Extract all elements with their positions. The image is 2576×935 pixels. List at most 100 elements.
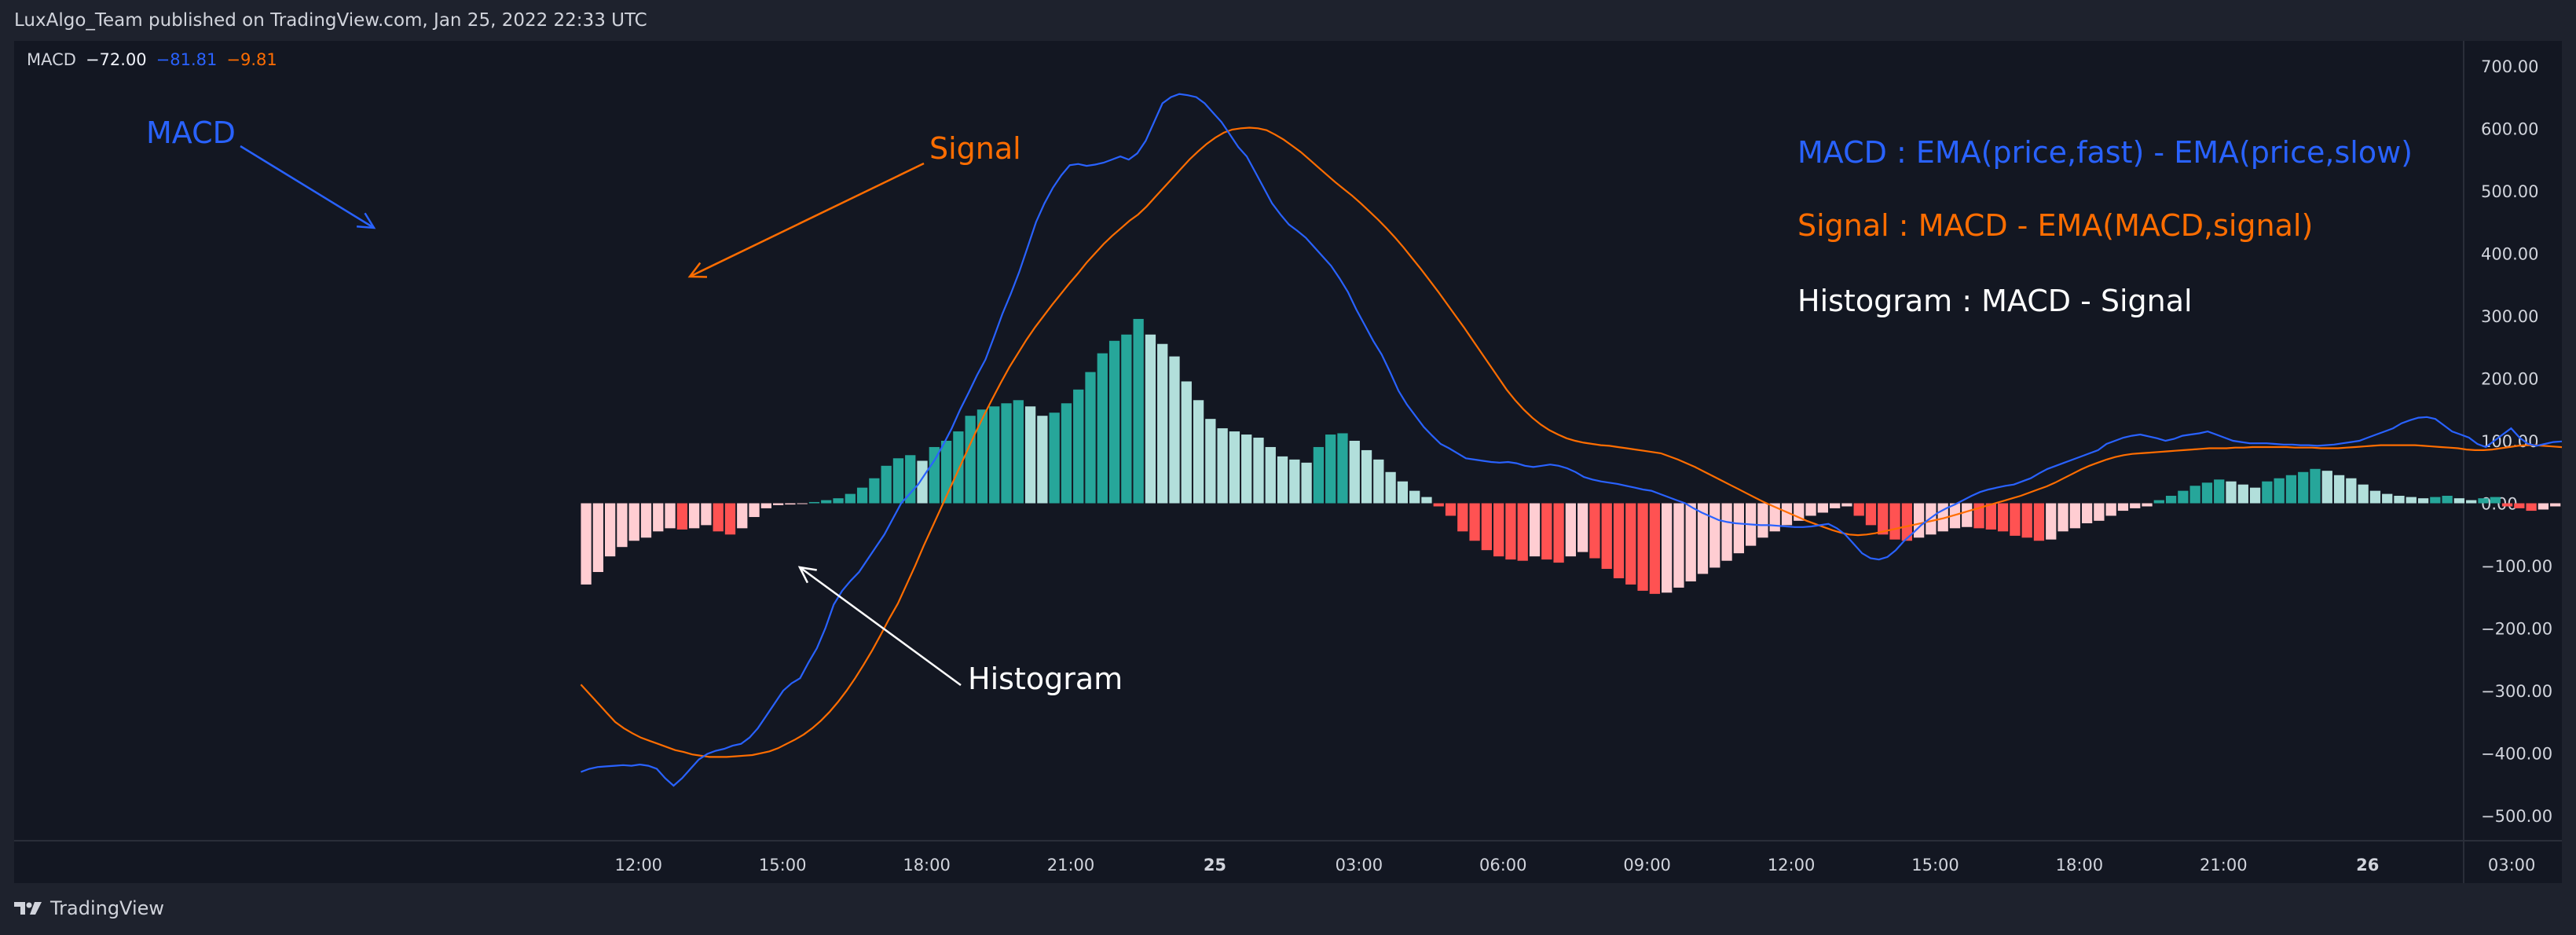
histogram-bar xyxy=(1662,503,1673,593)
histogram-bar xyxy=(1733,503,1744,554)
histogram-bar xyxy=(2298,471,2309,504)
histogram-bar xyxy=(989,406,1000,504)
y-tick-label: −300.00 xyxy=(2481,682,2552,701)
histogram-bar xyxy=(1577,503,1588,552)
histogram-bar xyxy=(1241,434,1252,504)
histogram-bar xyxy=(2406,497,2417,504)
publish-info-text: LuxAlgo_Team published on TradingView.co… xyxy=(14,10,647,31)
histogram-bar xyxy=(2010,503,2021,536)
histogram-bar xyxy=(833,498,844,504)
signal-annotation-label: Signal xyxy=(929,131,1021,166)
histogram-bar xyxy=(1049,412,1060,504)
histogram-bar xyxy=(1601,503,1612,570)
histogram-bar xyxy=(1373,459,1384,504)
histogram-bar xyxy=(1337,433,1348,504)
histogram-bar xyxy=(2310,468,2321,504)
histogram-bar xyxy=(1493,503,1504,557)
histogram-bar xyxy=(2249,487,2261,504)
histogram-bar xyxy=(2237,484,2248,504)
histogram-bar xyxy=(737,503,748,529)
x-tick-label: 21:00 xyxy=(2200,856,2248,874)
x-tick-label: 21:00 xyxy=(1047,856,1095,874)
histogram-bar xyxy=(1181,381,1192,504)
histogram-bar xyxy=(1073,389,1084,504)
histogram-bar xyxy=(2165,495,2177,504)
formula-signal-text: Signal : MACD - EMA(MACD,signal) xyxy=(1797,208,2313,243)
histogram-bar xyxy=(2346,478,2357,504)
histogram-bar xyxy=(1169,356,1180,504)
histogram-bar xyxy=(2369,490,2381,504)
histogram-bar xyxy=(2274,478,2285,504)
x-tick-label: 26 xyxy=(2356,856,2379,874)
histogram-bar xyxy=(2358,484,2369,504)
histogram-bar xyxy=(2321,471,2332,504)
histogram-bar xyxy=(1673,503,1684,588)
histogram-bar xyxy=(2081,503,2093,523)
histogram-bar xyxy=(2094,503,2105,521)
legend-macd-value: −81.81 xyxy=(156,50,218,69)
histogram-bar xyxy=(2430,497,2441,504)
x-tick-label: 15:00 xyxy=(1911,856,1959,874)
histogram-bar xyxy=(2394,495,2405,504)
footer-brand[interactable]: TradingView xyxy=(50,897,165,919)
histogram-bar xyxy=(845,493,856,504)
histogram-bar xyxy=(760,503,771,508)
histogram-bar xyxy=(2514,503,2525,508)
histogram-bar xyxy=(1001,403,1012,504)
histogram-bar xyxy=(1253,438,1264,504)
histogram-bar xyxy=(1625,503,1636,585)
y-tick-label: 100.00 xyxy=(2481,432,2538,451)
histogram-bar xyxy=(965,416,976,504)
legend-histogram-value: −72.00 xyxy=(85,50,147,69)
y-tick-label: 300.00 xyxy=(2481,307,2538,326)
histogram-bar xyxy=(2526,503,2537,512)
histogram-bar xyxy=(1024,406,1036,504)
histogram-bar xyxy=(1565,503,1577,557)
histogram-bar xyxy=(785,503,796,505)
x-tick-label: 12:00 xyxy=(1768,856,1816,874)
histogram-bar xyxy=(1721,503,1732,561)
histogram-bar xyxy=(1397,481,1409,504)
histogram-bar xyxy=(2105,503,2116,516)
y-tick-label: 200.00 xyxy=(2481,369,2538,388)
histogram-bar xyxy=(1325,434,1336,504)
histogram-bar xyxy=(1962,503,1973,527)
legend-signal-value: −9.81 xyxy=(226,50,277,69)
histogram-bar xyxy=(1529,503,1541,557)
tradingview-logo-icon[interactable] xyxy=(14,900,42,916)
histogram-bar xyxy=(581,503,592,585)
histogram-bar xyxy=(772,503,784,505)
histogram-bar xyxy=(1697,503,1709,574)
histogram-bar xyxy=(1313,446,1325,504)
x-tick-label: 09:00 xyxy=(1623,856,1671,874)
histogram-bar xyxy=(1265,446,1276,504)
macd-chart-svg[interactable]: 700.00 600.00 500.00 400.00 300.00 200.00 100.… xyxy=(14,41,2562,883)
histogram-bar xyxy=(1841,503,1852,507)
y-tick-label: −200.00 xyxy=(2481,620,2552,639)
histogram-bar xyxy=(724,503,736,535)
histogram-bar xyxy=(2069,503,2080,529)
histogram-bar xyxy=(1589,503,1600,559)
chart-pane[interactable]: 700.00 600.00 500.00 400.00 300.00 200.00 100.… xyxy=(14,41,2562,883)
x-tick-label: 18:00 xyxy=(903,856,951,874)
signal-annotation-arrow xyxy=(689,162,925,278)
indicator-legend[interactable]: MACD −72.00 −81.81 −9.81 xyxy=(27,50,277,69)
histogram-bar xyxy=(1889,503,1900,540)
histogram-bar xyxy=(1913,503,1925,538)
histogram-bar xyxy=(1553,503,1564,563)
histogram-bar xyxy=(1097,353,1108,504)
histogram-bar xyxy=(929,446,940,504)
legend-name: MACD xyxy=(27,50,76,69)
histogram-bar xyxy=(653,503,664,532)
histogram-bar xyxy=(1505,503,1516,560)
histogram-bar xyxy=(1085,372,1096,504)
histogram-bar xyxy=(1409,490,1420,504)
x-tick-label: 03:00 xyxy=(1336,856,1383,874)
x-tick-label: 12:00 xyxy=(615,856,663,874)
histogram-bar xyxy=(2453,498,2465,504)
histogram-annotation-arrow-head xyxy=(797,566,817,584)
histogram-bar xyxy=(856,487,868,504)
histogram-bar xyxy=(2201,482,2213,504)
histogram-bar xyxy=(1613,503,1625,578)
histogram-bar xyxy=(953,431,964,504)
